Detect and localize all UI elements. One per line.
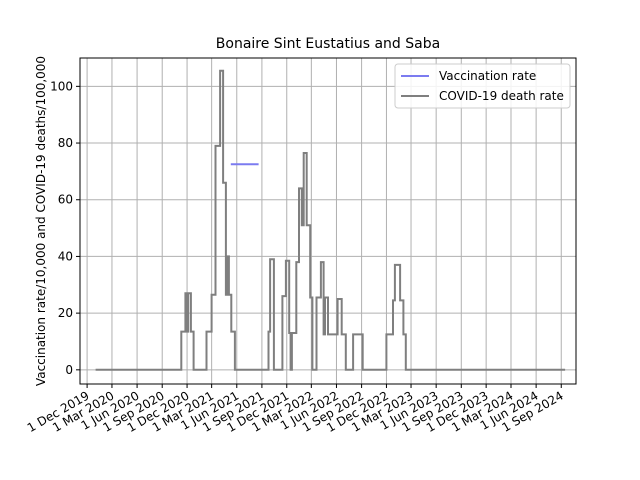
y-tick-label: 20 [58, 306, 73, 320]
legend: Vaccination rate COVID-19 death rate [394, 63, 571, 109]
series-line-covid-19-death-rate [95, 69, 566, 371]
y-tick-label: 100 [50, 79, 73, 93]
plot-frame [79, 57, 577, 385]
legend-label-vaccination-rate: Vaccination rate [439, 69, 536, 83]
legend-label-covid-19-death-rate: COVID-19 death rate [439, 89, 564, 103]
chart-title: Bonaire Sint Eustatius and Saba [216, 36, 440, 52]
y-tick-label: 80 [58, 136, 73, 150]
y-tick-label: 60 [58, 193, 73, 207]
y-tick-label: 40 [58, 249, 73, 263]
y-tick-label: 0 [65, 363, 73, 377]
series-group [95, 69, 566, 371]
y-axis-label: Vaccination rate/10,000 and COVID-19 dea… [34, 56, 48, 386]
legend-box [394, 63, 571, 109]
